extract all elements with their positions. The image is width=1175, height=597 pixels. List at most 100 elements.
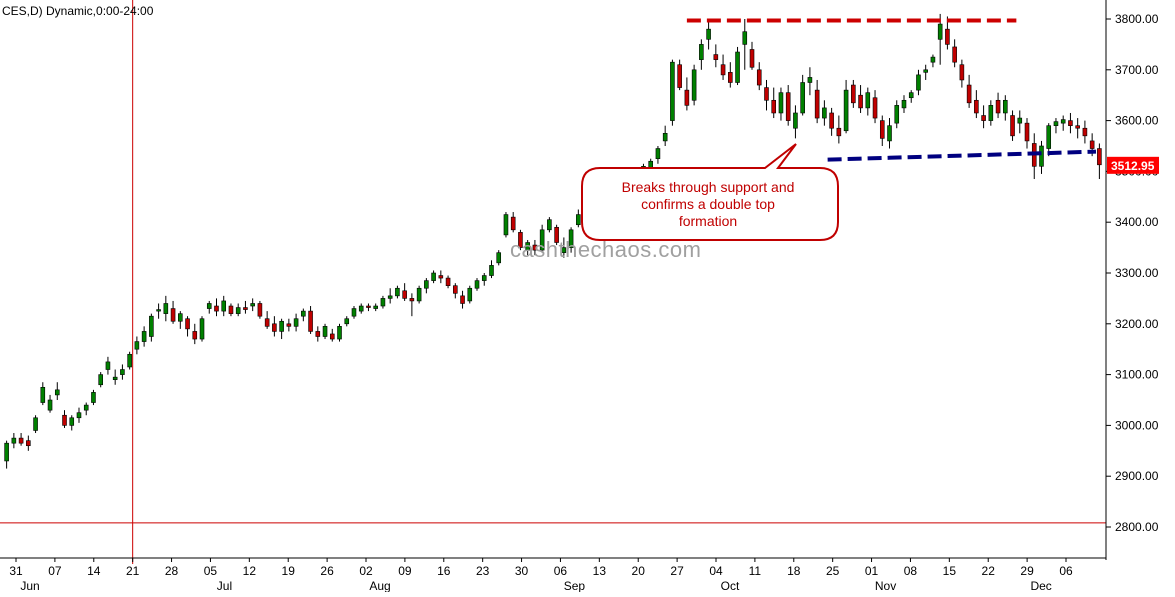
candle-body — [235, 307, 241, 314]
candle-body — [742, 31, 748, 45]
month-label: Dec — [1030, 579, 1051, 592]
candle-body — [264, 318, 270, 327]
price-tick-label: 3800.00 — [1115, 12, 1159, 26]
candles-layer — [4, 13, 1102, 469]
candle-body — [807, 77, 813, 83]
candle-body — [322, 326, 328, 337]
candle-body — [1089, 140, 1095, 149]
date-tick-label: 01 — [865, 564, 879, 578]
date-tick-label: 23 — [476, 564, 490, 578]
candle-body — [836, 127, 842, 137]
candle-body — [510, 216, 516, 231]
price-tick-label: 3200.00 — [1115, 317, 1159, 331]
candle-body — [496, 252, 502, 264]
candle-body — [814, 89, 820, 119]
price-tick-label: 3700.00 — [1115, 63, 1159, 77]
date-tick-label: 05 — [204, 564, 218, 578]
candle-body — [481, 275, 487, 281]
candle-body — [4, 442, 9, 462]
date-tick-label: 06 — [554, 564, 568, 578]
month-label: Nov — [875, 579, 896, 592]
month-label: Sep — [564, 579, 586, 592]
candle-body — [26, 440, 31, 447]
candle-body — [40, 386, 46, 403]
candle-body — [127, 353, 132, 368]
month-label: Oct — [721, 579, 740, 592]
date-tick-label: 27 — [670, 564, 684, 578]
date-tick-label: 26 — [320, 564, 334, 578]
candle-body — [91, 392, 96, 403]
candle-body — [735, 51, 740, 83]
candle-body — [1082, 127, 1088, 137]
candle-body — [525, 242, 530, 251]
candle-body — [720, 64, 726, 76]
candle-body — [887, 125, 892, 142]
candle-body — [98, 374, 103, 386]
candle-body — [785, 92, 791, 121]
candle-body — [1053, 121, 1059, 126]
candle-body — [923, 69, 928, 73]
candle-body — [1046, 125, 1052, 149]
candle-body — [120, 369, 125, 375]
candle-body — [358, 305, 364, 312]
candle-body — [655, 148, 661, 159]
candle-body — [981, 115, 986, 121]
candle-body — [576, 214, 581, 226]
candle-body — [474, 280, 480, 289]
price-tick-label: 3300.00 — [1115, 266, 1159, 280]
candle-body — [894, 105, 900, 124]
candle-body — [105, 361, 111, 370]
candle-body — [199, 318, 205, 340]
callout-text-line: confirms a double top — [641, 196, 775, 212]
candle-body — [1039, 145, 1044, 167]
candle-body — [257, 303, 263, 317]
candle-body — [351, 308, 357, 317]
candle-body — [865, 92, 871, 109]
candle-body — [974, 99, 979, 114]
candle-body — [800, 82, 805, 114]
candle-body — [670, 61, 675, 121]
candle-body — [503, 214, 509, 236]
candle-body — [547, 219, 552, 231]
date-tick-label: 29 — [1020, 564, 1034, 578]
date-tick-label: 11 — [749, 564, 762, 578]
callout-bubble — [581, 143, 839, 241]
candle-body — [879, 120, 885, 139]
candle-body — [829, 112, 834, 129]
candle-body — [243, 307, 248, 310]
callout-text-line: Breaks through support and — [622, 179, 795, 195]
candle-body — [214, 305, 219, 312]
candle-body — [908, 92, 914, 99]
callout-text-line: formation — [679, 213, 737, 229]
candle-body — [279, 320, 284, 332]
last-price-badge — [1107, 156, 1159, 174]
candle-body — [1024, 122, 1030, 142]
candle-body — [706, 28, 711, 40]
candle-body — [76, 412, 82, 419]
candle-body — [959, 64, 965, 81]
price-tick-label: 3100.00 — [1115, 368, 1159, 382]
candle-body — [684, 89, 690, 106]
candle-body — [178, 313, 183, 322]
date-tick-label: 16 — [437, 564, 451, 578]
candle-body — [395, 287, 400, 297]
candle-body — [163, 303, 169, 314]
candle-body — [793, 112, 798, 129]
candle-body — [843, 89, 849, 132]
date-tick-label: 13 — [593, 564, 607, 578]
candle-body — [337, 326, 342, 340]
candle-body — [228, 305, 234, 314]
candle-body — [54, 389, 60, 396]
candle-body — [373, 305, 378, 309]
candle-body — [156, 309, 161, 312]
date-tick-label: 30 — [515, 564, 529, 578]
candle-body — [62, 414, 67, 426]
candle-body — [18, 437, 24, 444]
candle-body — [344, 318, 350, 325]
support-line — [827, 149, 1097, 162]
price-tick-label: 2800.00 — [1115, 520, 1159, 534]
price-tick-label: 3400.00 — [1115, 215, 1159, 229]
candle-body — [749, 49, 755, 68]
